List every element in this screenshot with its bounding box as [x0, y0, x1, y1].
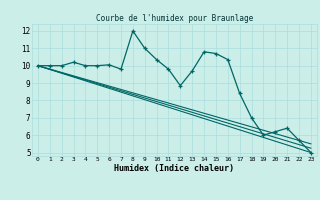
- Title: Courbe de l'humidex pour Braunlage: Courbe de l'humidex pour Braunlage: [96, 14, 253, 23]
- X-axis label: Humidex (Indice chaleur): Humidex (Indice chaleur): [115, 164, 234, 173]
